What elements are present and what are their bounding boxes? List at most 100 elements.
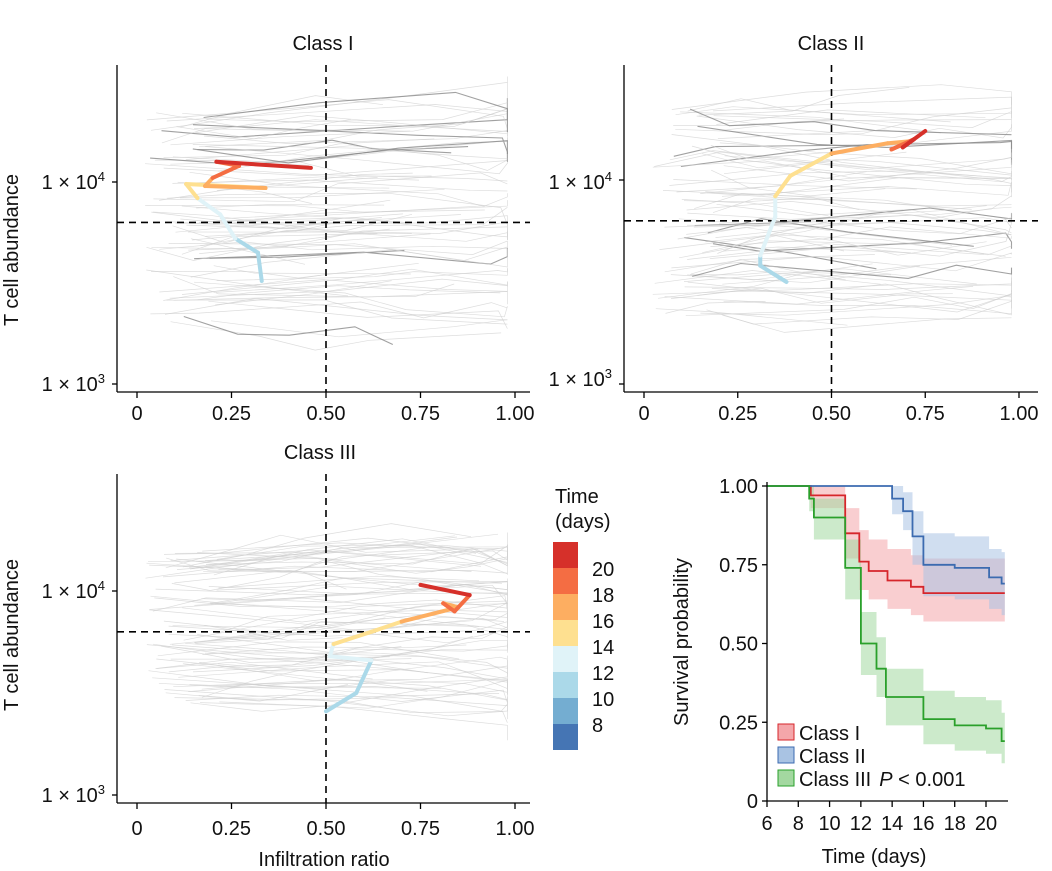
background-trajectory <box>722 314 1012 333</box>
y-tick-label: 1 × 104 <box>549 169 612 194</box>
colorbar-bin <box>553 568 578 594</box>
background-trajectory <box>158 682 508 700</box>
background-trajectory <box>150 301 508 319</box>
background-trajectory <box>174 697 508 723</box>
background-trajectory <box>169 612 508 645</box>
background-trajectory <box>149 564 347 590</box>
background-trajectory <box>151 199 391 223</box>
y-tick-label: 1 × 104 <box>42 169 105 194</box>
background-trajectory <box>152 211 412 234</box>
colorbar-bin <box>553 646 578 672</box>
background-trajectory <box>185 693 500 701</box>
x-tick-label: 6 <box>761 813 772 835</box>
trajectory-segment <box>441 601 457 614</box>
background-trajectory <box>146 544 508 574</box>
background-trajectory <box>161 128 330 144</box>
background-trajectory <box>174 533 499 554</box>
background-trajectory <box>655 308 848 326</box>
x-tick-label: 0.75 <box>401 403 440 425</box>
background-trajectory <box>165 684 348 702</box>
x-tick-label: 1.00 <box>1000 403 1039 425</box>
colorbar-label: 18 <box>592 585 614 607</box>
x-axis-label: Infiltration ratio <box>258 849 389 871</box>
trajectory-segment <box>218 212 238 241</box>
background-trajectory <box>200 702 508 741</box>
background-trajectory <box>213 265 411 275</box>
background-trajectory <box>670 265 920 284</box>
y-axis-label: T cell abundance <box>1 174 23 326</box>
background-trajectory <box>211 595 508 641</box>
background-trajectory <box>169 278 508 299</box>
background-trajectory <box>183 315 394 345</box>
background-trajectory <box>658 273 1012 299</box>
background-trajectory <box>166 299 508 325</box>
background-trajectory <box>203 546 508 575</box>
background-trajectory <box>687 205 987 220</box>
background-trajectory <box>710 124 1012 160</box>
background-trajectory <box>723 151 907 175</box>
background-trajectory <box>172 214 461 244</box>
y-tick-label: 0.25 <box>719 712 758 734</box>
survival-curves <box>767 485 1005 742</box>
p-label: P <box>879 769 893 791</box>
background-trajectory <box>170 658 429 674</box>
y-tick-label: 1 × 103 <box>549 366 612 391</box>
colorbar-bin <box>553 698 578 724</box>
background-trajectory <box>722 246 911 254</box>
axes <box>112 474 530 804</box>
legend-label: Class I <box>799 723 860 745</box>
background-trajectory <box>208 586 508 602</box>
background-trajectory <box>187 231 508 242</box>
background-trajectory <box>687 98 951 123</box>
background-trajectory <box>721 181 1012 198</box>
threshold-lines <box>624 65 1038 392</box>
trajectory-segment <box>195 196 223 217</box>
background-trajectory <box>199 176 420 184</box>
confidence-band <box>767 486 1005 616</box>
trajectory-segment <box>773 173 793 199</box>
y-tick-label: 1 × 104 <box>42 578 105 603</box>
x-tick-label: 20 <box>975 813 997 835</box>
axes <box>112 65 530 393</box>
threshold-lines <box>117 65 530 392</box>
background-trajectory <box>719 142 1012 184</box>
background-trajectory <box>166 192 508 240</box>
background-trajectory <box>164 298 508 321</box>
x-tick-label: 0.75 <box>401 818 440 840</box>
x-tick-label: 18 <box>944 813 966 835</box>
background-trajectory <box>697 290 1012 316</box>
background-trajectory <box>146 644 402 659</box>
x-tick-label: 0 <box>131 818 142 840</box>
background-trajectory <box>168 240 508 255</box>
trajectory-segment <box>900 129 928 150</box>
background-trajectory <box>676 171 867 193</box>
colorbar-label: 8 <box>592 715 603 737</box>
background-trajectory <box>175 213 404 233</box>
background-trajectory <box>687 263 873 281</box>
x-tick-label: 0.50 <box>307 403 346 425</box>
survival-curve <box>767 485 1005 742</box>
colorbar-bin <box>553 724 578 750</box>
background-trajectory <box>673 118 845 126</box>
x-tick-label: 0.25 <box>212 403 251 425</box>
colorbar-label: 14 <box>592 637 614 659</box>
background-trajectory <box>156 112 508 132</box>
background-trajectory <box>673 179 917 190</box>
background-trajectory <box>159 241 508 257</box>
x-ticks: 0 0.25 0.50 0.75 1.00 <box>131 392 534 425</box>
background-trajectory <box>189 171 486 208</box>
background-trajectory <box>713 111 1012 128</box>
background-trajectory <box>168 613 508 637</box>
y-tick-label: 0.75 <box>719 555 758 577</box>
trajectory-segment <box>327 642 336 659</box>
x-ticks: 0 0.25 0.50 0.75 1.00 <box>131 803 534 840</box>
x-tick-label: 0.50 <box>812 403 851 425</box>
background-trajectory <box>712 198 831 213</box>
trajectory-segment <box>758 263 789 284</box>
x-axis-label: Time (days) <box>822 846 927 868</box>
background-trajectory <box>195 115 508 135</box>
background-trajectory <box>716 109 986 125</box>
background-trajectory <box>173 683 508 720</box>
background-trajectory <box>673 144 875 157</box>
